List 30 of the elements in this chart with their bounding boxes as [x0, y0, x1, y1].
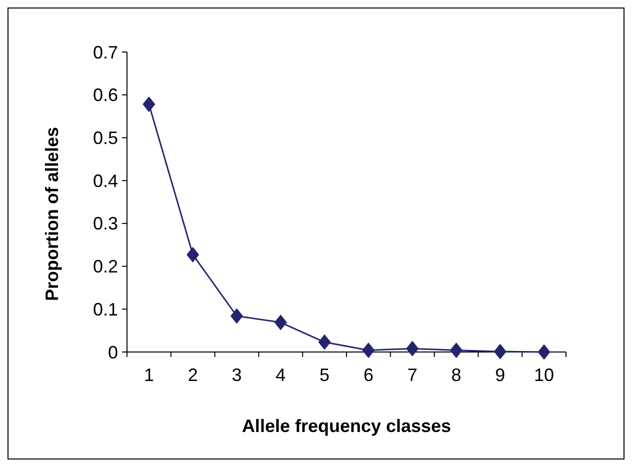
- point: [230, 308, 244, 324]
- y-tick-label: 0.2: [92, 256, 118, 277]
- point: [186, 246, 200, 262]
- x-tick-label: 8: [451, 365, 462, 385]
- y-tick-label: 0.3: [92, 214, 118, 234]
- point: [142, 96, 156, 112]
- x-tick-label: 10: [534, 365, 554, 385]
- y-tick-label: 0.4: [92, 170, 118, 191]
- y-tick-label: 0.5: [92, 128, 118, 148]
- point: [362, 342, 375, 358]
- point: [274, 314, 287, 330]
- x-axis-title: Allele frequency classes: [242, 416, 452, 436]
- y-tick-label: 0: [108, 342, 118, 362]
- x-tick-label: 9: [495, 365, 506, 385]
- x-tick-label: 6: [363, 365, 374, 385]
- y-tick-label: 0.6: [92, 85, 118, 106]
- point: [450, 342, 463, 358]
- point: [538, 344, 550, 360]
- x-tick-label: 4: [276, 365, 286, 385]
- x-tick-label: 1: [144, 365, 154, 385]
- x-tick-label: 2: [188, 365, 198, 385]
- x-tick-label: 5: [320, 365, 330, 385]
- point: [406, 340, 419, 356]
- y-tick-label: 0.7: [92, 42, 118, 62]
- x-tick-label: 3: [232, 365, 242, 385]
- x-tick-label: 7: [407, 365, 418, 385]
- y-tick-label: 0.1: [92, 299, 118, 320]
- y-axis-title: Proportion of alleles: [42, 126, 62, 302]
- point: [494, 344, 506, 360]
- point: [318, 334, 331, 350]
